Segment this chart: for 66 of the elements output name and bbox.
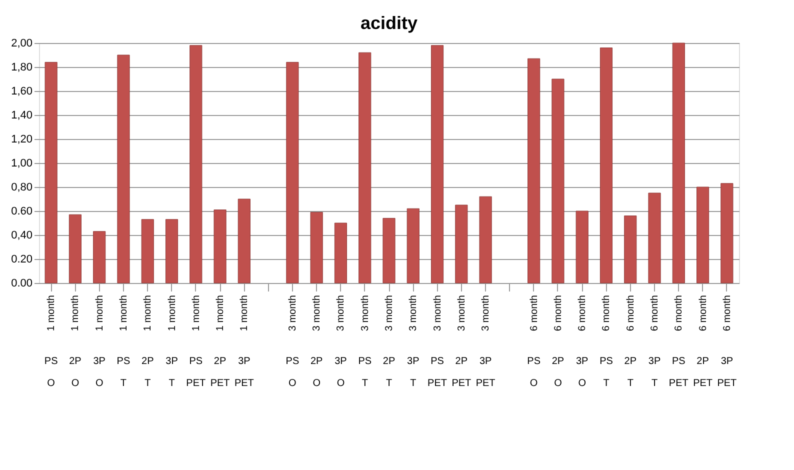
category-label: 6 month PS O xyxy=(527,295,540,389)
category-label: 3 month 2P PET xyxy=(452,295,472,389)
bar xyxy=(44,62,58,284)
bar xyxy=(406,208,420,284)
category-label: 3 month 3P T xyxy=(407,295,420,389)
category-label: 6 month 3P T xyxy=(648,295,661,389)
bar xyxy=(600,48,613,284)
category-label: 1 month PS PET xyxy=(186,295,206,389)
category-label: 6 month 2P O xyxy=(552,295,564,389)
category-label: 1 month 2P PET xyxy=(210,295,230,389)
category-label: 1 month 2P O xyxy=(69,295,82,389)
bar xyxy=(528,58,540,284)
bar xyxy=(455,204,468,284)
bar xyxy=(358,52,372,284)
bar xyxy=(93,231,106,284)
bar xyxy=(696,186,710,284)
bar xyxy=(552,78,564,284)
category-label: 1 month PS O xyxy=(44,295,58,389)
y-tick-label: 0.20 xyxy=(11,254,32,266)
category-label: 3 month 3P PET xyxy=(476,295,496,389)
y-tick-label: 2,00 xyxy=(11,38,32,50)
category-label: 3 month 3P O xyxy=(334,295,347,389)
bar xyxy=(117,54,130,284)
y-tick-label: 1,20 xyxy=(11,134,32,146)
category-label: 3 month 2P O xyxy=(310,295,323,389)
category-label: 6 month 3P O xyxy=(576,295,588,389)
bar xyxy=(165,219,178,284)
category-label: 1 month 2P T xyxy=(142,295,154,389)
y-tick-label: 0.00 xyxy=(11,278,32,290)
y-tick-label: 1,00 xyxy=(11,158,32,170)
category-label: 3 month PS PET xyxy=(428,295,447,389)
y-tick-label: 1,40 xyxy=(11,110,32,122)
bar xyxy=(382,218,396,284)
bar xyxy=(286,62,299,284)
bar xyxy=(624,216,637,284)
y-tick-label: 1,60 xyxy=(11,86,32,98)
y-tick-label: 0.60 xyxy=(11,206,32,218)
bar xyxy=(214,210,226,284)
bar xyxy=(430,45,444,284)
category-label: 6 month 2P T xyxy=(624,295,636,389)
bar xyxy=(576,210,588,284)
chart-title: acidity xyxy=(360,13,418,33)
category-label: 3 month 2P T xyxy=(382,295,396,389)
bar xyxy=(190,45,202,284)
category-label: 1 month 3P PET xyxy=(234,295,254,389)
y-tick-label: 0,40 xyxy=(11,230,32,242)
category-label: 6 month PS T xyxy=(600,295,613,389)
bar xyxy=(720,183,734,284)
bar xyxy=(238,198,250,284)
category-label: 1 month 3P O xyxy=(93,295,106,389)
category-label: 6 month 3P PET xyxy=(717,295,737,389)
category-label: 3 month PS T xyxy=(358,295,372,389)
y-tick-label: 0,80 xyxy=(11,182,32,194)
bar xyxy=(141,219,154,284)
category-label: 1 month 3P T xyxy=(166,295,178,389)
category-label: 6 month 2P PET xyxy=(693,295,713,389)
bar xyxy=(334,222,348,284)
bar xyxy=(310,212,323,284)
category-label: 3 month PS O xyxy=(286,295,300,389)
bar xyxy=(648,192,661,284)
category-label: 6 month PS PET xyxy=(668,295,688,389)
bar xyxy=(68,214,82,284)
y-tick-label: 1,80 xyxy=(11,62,32,74)
category-label: 1 month PS T xyxy=(116,295,130,389)
bar xyxy=(672,42,685,284)
bar xyxy=(479,196,492,284)
